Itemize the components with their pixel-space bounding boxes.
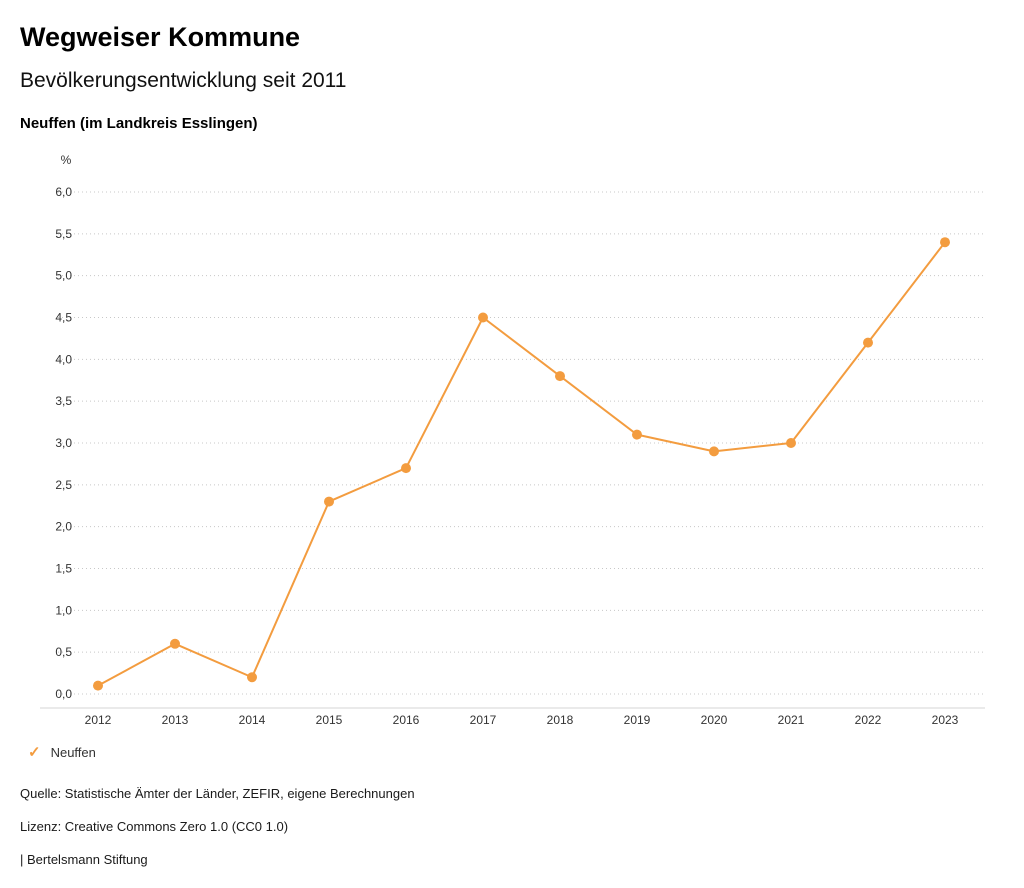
x-tick-label: 2012 — [85, 713, 112, 727]
y-tick-label: 6,0 — [55, 185, 72, 199]
x-tick-label: 2018 — [547, 713, 574, 727]
data-point[interactable] — [940, 237, 950, 248]
y-tick-label: 1,0 — [55, 603, 72, 617]
y-tick-label: 4,5 — [55, 311, 72, 325]
chart-legend-item[interactable]: ✓ Neuffen — [28, 745, 1004, 760]
source-text: Quelle: Statistische Ämter der Länder, Z… — [20, 786, 415, 801]
license-text: Lizenz: Creative Commons Zero 1.0 (CC0 1… — [20, 819, 289, 834]
chart-area: % 0,0 0,5 1,0 1,5 2,0 2,5 3,0 3,5 4,0 4,5 5,0 5,5 6,0… — [20, 146, 1004, 735]
data-point[interactable] — [478, 312, 488, 323]
x-tick-label: 2022 — [855, 713, 882, 727]
y-tick-label: 0,5 — [55, 645, 72, 659]
y-tick-label: 1,5 — [55, 562, 72, 576]
data-point[interactable] — [247, 672, 257, 683]
data-point[interactable] — [93, 680, 103, 691]
y-tick-label: 0,0 — [55, 687, 72, 701]
x-tick-label: 2017 — [470, 713, 497, 727]
data-point[interactable] — [555, 371, 565, 382]
data-point[interactable] — [632, 429, 642, 440]
x-tick-label: 2019 — [624, 713, 651, 727]
page-title: Wegweiser Kommune — [20, 22, 301, 52]
attribution-text: | Bertelsmann Stiftung — [20, 852, 148, 867]
data-point[interactable] — [170, 638, 180, 649]
check-icon: ✓ — [28, 744, 41, 761]
y-tick-label: 3,0 — [55, 436, 72, 450]
x-tick-label: 2023 — [932, 713, 959, 727]
data-point[interactable] — [401, 463, 411, 474]
y-tick-label: 5,5 — [55, 227, 72, 241]
data-point[interactable] — [786, 438, 796, 448]
x-tick-label: 2013 — [162, 713, 189, 727]
series-line — [97, 241, 946, 687]
chart-subtitle: Bevölkerungsentwicklung seit 2011 — [20, 69, 347, 92]
line-chart: % 0,0 0,5 1,0 1,5 2,0 2,5 3,0 3,5 4,0 4,5 5,0 5,5 6,0… — [40, 153, 985, 727]
y-tick-label: 2,5 — [55, 478, 72, 492]
x-tick-label: 2014 — [239, 713, 266, 727]
y-tick-label: 4,0 — [55, 352, 72, 366]
chart-region-label: Neuffen (im Landkreis Esslingen) — [20, 115, 258, 132]
data-point[interactable] — [863, 337, 873, 348]
x-tick-label: 2016 — [393, 713, 420, 727]
x-tick-label: 2015 — [316, 713, 343, 727]
page: Wegweiser Kommune Bevölkerungsentwicklun… — [20, 22, 1004, 867]
y-axis-unit-label: % — [61, 153, 72, 167]
data-point[interactable] — [709, 446, 719, 457]
data-point[interactable] — [324, 496, 334, 507]
y-tick-label: 2,0 — [55, 520, 72, 534]
y-tick-label: 5,0 — [55, 269, 72, 283]
y-tick-label: 3,5 — [55, 394, 72, 408]
x-tick-label: 2021 — [778, 713, 805, 727]
x-tick-label: 2020 — [701, 713, 728, 727]
legend-label: Neuffen — [50, 745, 96, 760]
